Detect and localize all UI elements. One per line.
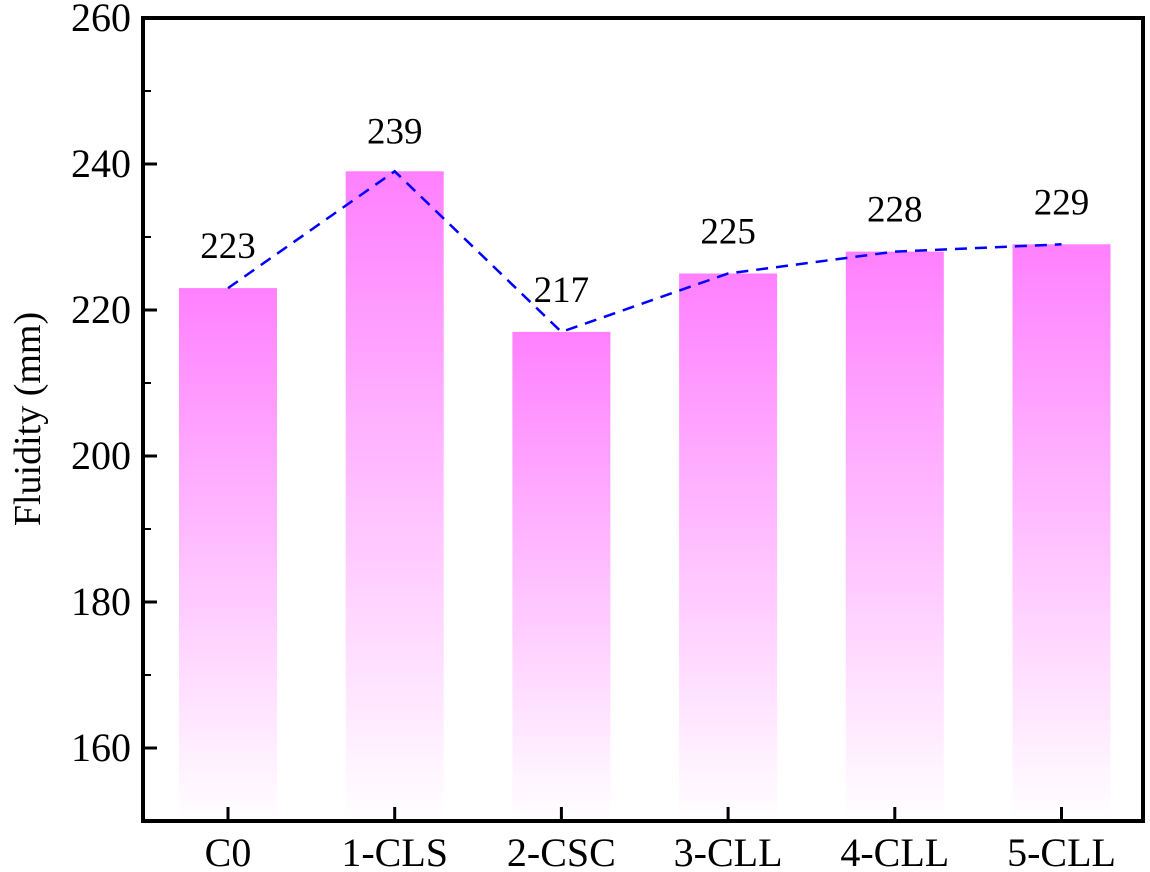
x-tick-label-2-csc: 2-CSC <box>507 830 616 872</box>
trend-line <box>227 169 1062 334</box>
data-label-c0: 223 <box>200 226 256 267</box>
x-tick-label-1-cls: 1-CLS <box>341 830 448 872</box>
bars-group <box>179 171 1111 822</box>
y-tick-label-240: 240 <box>71 141 131 186</box>
data-labels-group: 223 239 217 225 228 229 <box>200 111 1089 311</box>
x-tick-label-3-cll: 3-CLL <box>674 830 783 872</box>
axes-group: 160 180 200 220 240 260 C0 1-CLS 2-CSC 3-CLL 4-CLL… <box>71 0 1116 872</box>
bar-c0 <box>179 288 277 822</box>
bar-4-cll <box>845 251 944 822</box>
x-tick-label-5-cll: 5-CLL <box>1007 830 1116 872</box>
y-tick-label-220: 220 <box>71 287 131 332</box>
trend-line-group <box>227 169 1062 334</box>
bar-5-cll <box>1012 244 1111 822</box>
y-tick-label-160: 160 <box>71 725 131 770</box>
bar-1-cls <box>345 171 444 822</box>
y-tick-label-260: 260 <box>71 0 131 40</box>
y-tick-label-180: 180 <box>71 579 131 624</box>
data-label-5-cll: 229 <box>1034 182 1090 223</box>
data-label-3-cll: 225 <box>700 212 756 253</box>
data-label-1-cls: 239 <box>367 111 423 152</box>
plot-frame <box>141 16 1145 823</box>
bar-3-cll <box>679 273 778 821</box>
bar-2-csc <box>512 331 611 821</box>
x-tick-label-c0: C0 <box>205 830 252 872</box>
y-tick-label-200: 200 <box>71 433 131 478</box>
data-label-2-csc: 217 <box>534 270 590 311</box>
data-label-4-cll: 228 <box>867 190 923 231</box>
x-tick-label-4-cll: 4-CLL <box>840 830 949 872</box>
y-axis-title: Fluidity (mm) <box>7 312 49 526</box>
